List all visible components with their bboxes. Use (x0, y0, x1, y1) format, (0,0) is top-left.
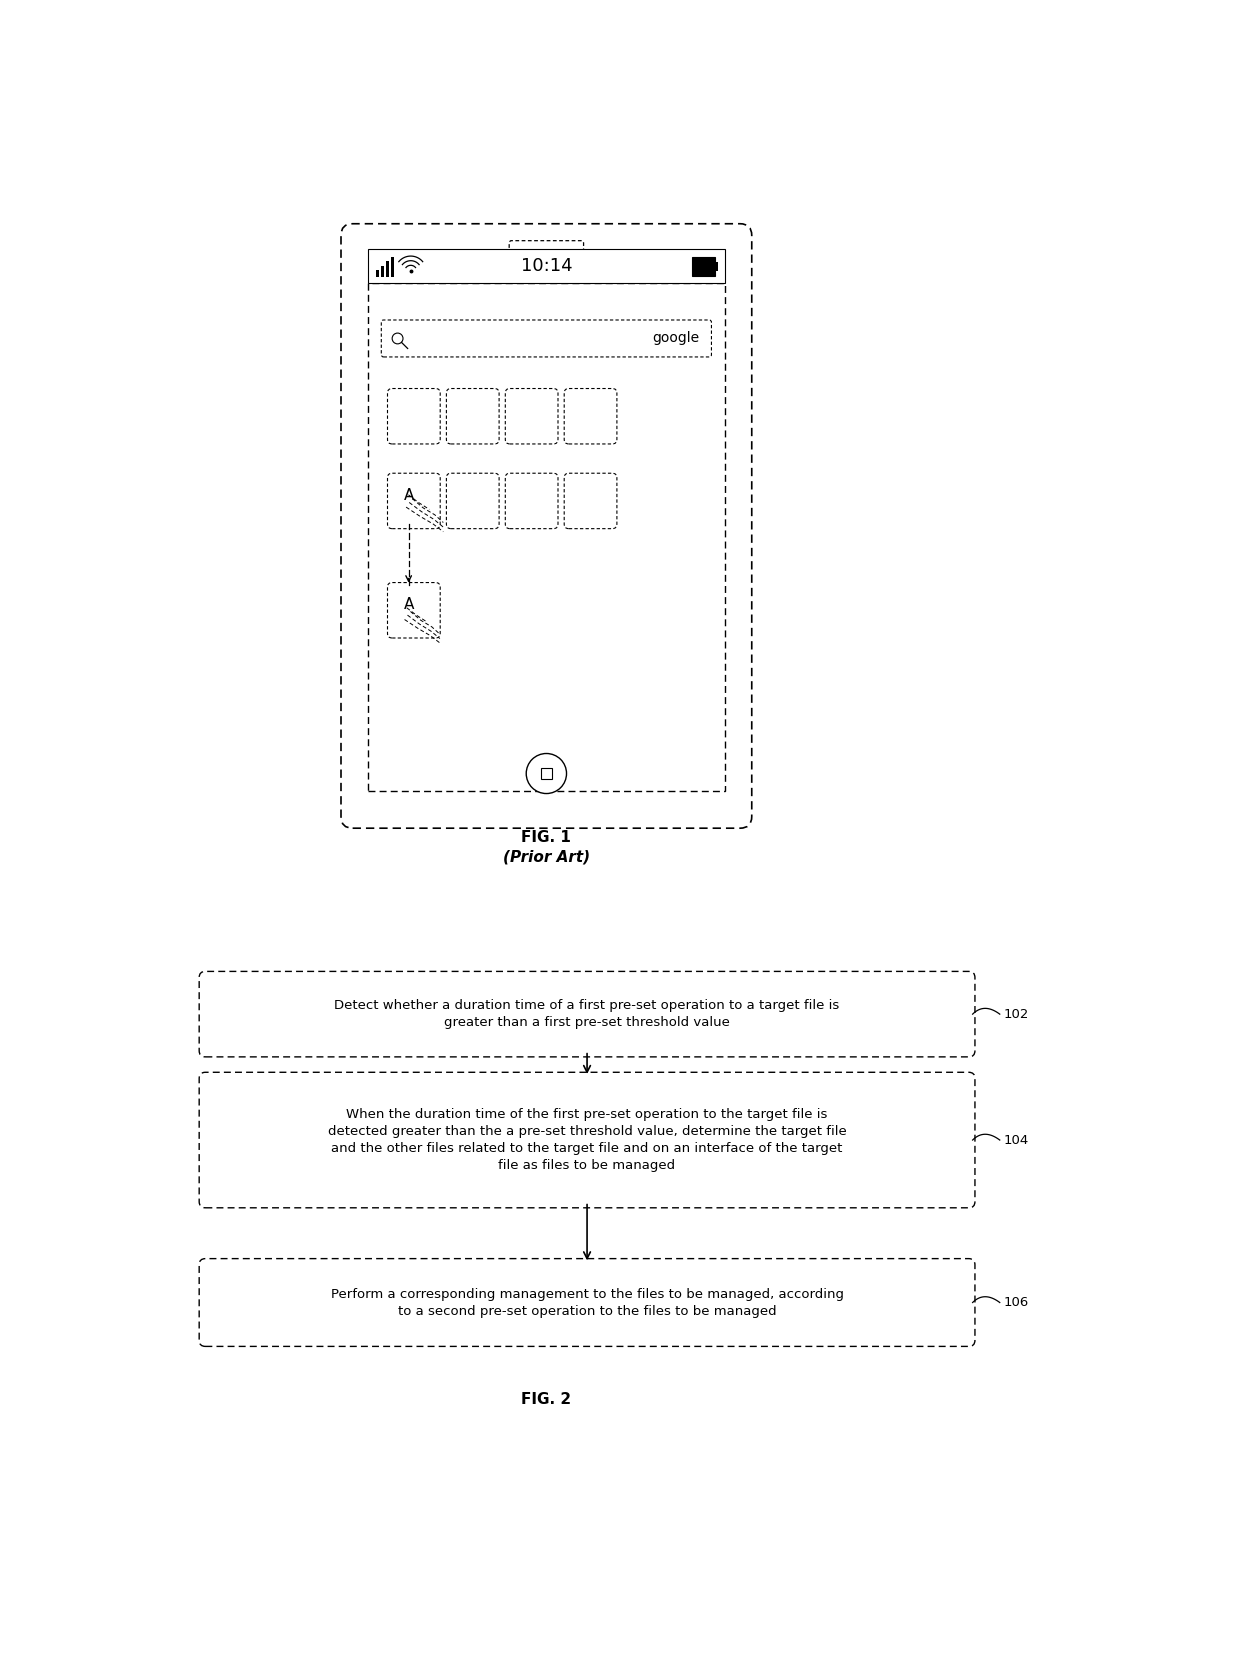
Bar (386, 261, 389, 278)
Bar (715, 261, 718, 271)
FancyBboxPatch shape (506, 473, 558, 528)
Text: google: google (652, 331, 699, 346)
Text: A: A (403, 488, 414, 503)
Text: 10:14: 10:14 (521, 257, 572, 276)
Text: FIG. 1: FIG. 1 (522, 829, 572, 844)
Circle shape (526, 754, 567, 794)
FancyBboxPatch shape (200, 1072, 975, 1207)
FancyBboxPatch shape (387, 388, 440, 445)
FancyBboxPatch shape (387, 582, 440, 639)
Bar (541, 767, 552, 779)
FancyBboxPatch shape (446, 388, 498, 445)
FancyBboxPatch shape (564, 473, 618, 528)
Bar (381, 266, 384, 278)
Text: Detect whether a duration time of a first pre-set operation to a target file is
: Detect whether a duration time of a firs… (335, 1000, 839, 1030)
Text: A: A (403, 597, 414, 612)
Bar (391, 257, 394, 278)
Bar (692, 257, 715, 276)
FancyBboxPatch shape (387, 473, 440, 528)
Bar (368, 249, 724, 283)
FancyBboxPatch shape (200, 1259, 975, 1346)
Bar (376, 269, 379, 278)
FancyBboxPatch shape (564, 388, 618, 445)
Text: 102: 102 (1003, 1008, 1029, 1020)
Text: (Prior Art): (Prior Art) (502, 849, 590, 864)
FancyBboxPatch shape (341, 224, 751, 828)
FancyBboxPatch shape (506, 388, 558, 445)
FancyBboxPatch shape (200, 971, 975, 1057)
Text: 106: 106 (1003, 1296, 1029, 1309)
FancyBboxPatch shape (382, 319, 712, 356)
Text: FIG. 2: FIG. 2 (521, 1393, 572, 1408)
Text: When the duration time of the first pre-set operation to the target file is
dete: When the duration time of the first pre-… (327, 1109, 847, 1172)
FancyBboxPatch shape (368, 283, 724, 791)
Text: Perform a corresponding management to the files to be managed, according
to a se: Perform a corresponding management to th… (331, 1287, 843, 1318)
FancyBboxPatch shape (446, 473, 498, 528)
Circle shape (392, 333, 403, 344)
Text: 104: 104 (1003, 1134, 1029, 1147)
FancyBboxPatch shape (510, 241, 584, 256)
